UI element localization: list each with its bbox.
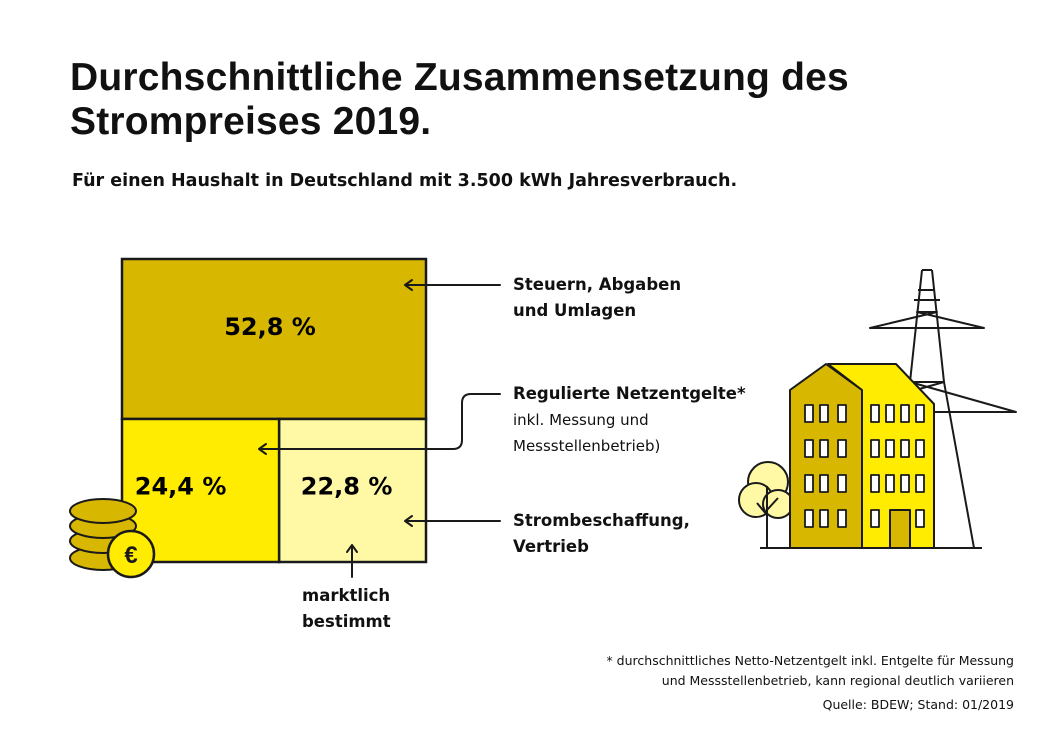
page-subtitle: Für einen Haushalt in Deutschland mit 3.… [72,171,738,191]
footnote-line1: * durchschnittliches Netto-Netzentgelt i… [606,653,1014,668]
label-beschaffung-line2: Vertrieb [513,537,589,556]
building-window [915,474,925,493]
label-netz-line2: inkl. Messung und [513,411,649,429]
building-window [804,404,814,423]
building-window [870,404,880,423]
label-steuern: Steuern, Abgaben und Umlagen [513,272,681,324]
tree-icon [738,461,794,548]
building-window [837,404,847,423]
building-window [819,404,829,423]
label-netz-line1: Regulierte Netzentgelte* [513,384,746,403]
building-window [900,474,910,493]
label-marktlich-line2: bestimmt [302,612,391,631]
building-window [819,439,829,458]
building-window [870,439,880,458]
title-line-1: Durchschnittliche Zusammensetzung des [70,56,849,99]
building-window [885,404,895,423]
euro-symbol: € [124,542,137,569]
building-window [804,439,814,458]
label-netz-line3: Messstellenbetrieb) [513,437,661,455]
building-window [915,439,925,458]
building-window [915,404,925,423]
footnote: * durchschnittliches Netto-Netzentgelt i… [606,651,1014,691]
value-label-beschaffung: 22,8 % [301,472,393,500]
building-window [837,439,847,458]
building-window [837,509,847,528]
building-window [819,474,829,493]
building-window [837,474,847,493]
arrow-beschaffung [404,515,501,527]
building-window [870,509,880,528]
label-steuern-line2: und Umlagen [513,301,637,320]
title-line-2: Strompreises 2019. [70,100,432,143]
building-window [870,474,880,493]
building-window [915,509,925,528]
label-marktlich: marktlich bestimmt [302,583,391,635]
value-label-steuern: 52,8 % [224,313,316,341]
building-window [804,509,814,528]
apartment-building-icon [760,363,982,549]
arrow-marktlich [346,544,358,578]
building-window [885,474,895,493]
label-marktlich-line1: marktlich [302,586,391,605]
segment-steuern [120,257,428,421]
value-label-netzentgelte: 24,4 % [135,472,227,500]
arrow-steuern [404,279,501,291]
source-note: Quelle: BDEW; Stand: 01/2019 [822,697,1014,712]
coins-euro-icon: € [69,498,156,579]
segment-beschaffung [277,417,428,564]
building-window [819,509,829,528]
page-title: Durchschnittliche Zusammensetzung des St… [70,56,1010,144]
label-beschaffung-line1: Strombeschaffung, [513,511,690,530]
building-window [885,439,895,458]
label-steuern-line1: Steuern, Abgaben [513,275,682,294]
treemap-chart: 52,8 % 24,4 % 22,8 % [120,257,428,564]
building-window [900,404,910,423]
arrow-netzentgelte [258,393,501,455]
building-window [900,439,910,458]
footnote-line2: und Messstellenbetrieb, kann regional de… [661,673,1014,688]
building-window [804,474,814,493]
label-netzentgelte: Regulierte Netzentgelte* inkl. Messung u… [513,381,746,459]
label-beschaffung: Strombeschaffung, Vertrieb [513,508,690,560]
